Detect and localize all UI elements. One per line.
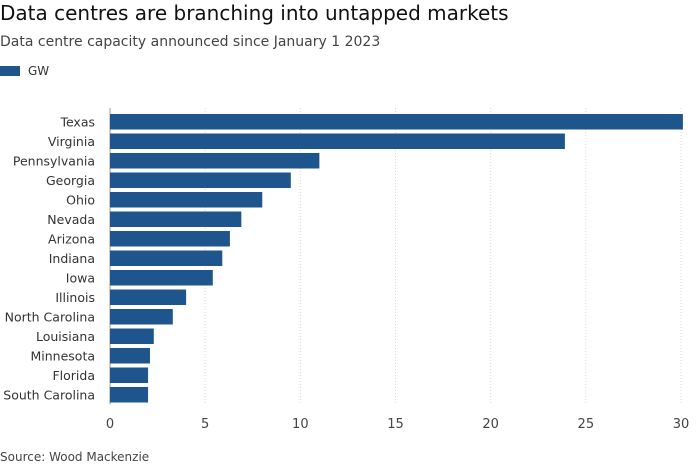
x-tick-label: 25 bbox=[578, 417, 595, 432]
category-label: Florida bbox=[52, 368, 95, 383]
bar bbox=[110, 114, 683, 130]
legend: GW bbox=[0, 64, 49, 78]
category-label: Indiana bbox=[49, 251, 95, 266]
category-label: Georgia bbox=[46, 173, 95, 188]
category-label: Texas bbox=[59, 114, 95, 129]
x-tick-label: 0 bbox=[106, 417, 114, 432]
category-label: Louisiana bbox=[36, 329, 95, 344]
category-label: Ohio bbox=[66, 192, 95, 207]
bar bbox=[110, 328, 154, 344]
x-tick-label: 20 bbox=[482, 417, 499, 432]
bar bbox=[110, 211, 242, 227]
chart-title: Data centres are branching into untapped… bbox=[0, 1, 509, 25]
bar bbox=[110, 309, 173, 325]
category-label: Arizona bbox=[48, 231, 95, 246]
bar bbox=[110, 231, 230, 247]
category-label: Minnesota bbox=[30, 348, 95, 363]
chart-subtitle: Data centre capacity announced since Jan… bbox=[0, 34, 381, 50]
bar bbox=[110, 133, 565, 149]
bar bbox=[110, 367, 149, 383]
bar bbox=[110, 348, 150, 364]
legend-label: GW bbox=[28, 64, 50, 78]
x-tick-label: 15 bbox=[387, 417, 404, 432]
category-label: Nevada bbox=[47, 212, 95, 227]
category-label: North Carolina bbox=[5, 309, 95, 324]
bar bbox=[110, 289, 187, 305]
bar bbox=[110, 153, 320, 169]
bar bbox=[110, 250, 223, 266]
x-tick-label: 30 bbox=[673, 417, 690, 432]
bar bbox=[110, 172, 291, 188]
category-label: Pennsylvania bbox=[13, 153, 95, 168]
legend-swatch bbox=[0, 66, 20, 76]
source-note: Source: Wood Mackenzie bbox=[0, 450, 150, 464]
category-label: Iowa bbox=[66, 270, 95, 285]
category-label: Virginia bbox=[48, 134, 95, 149]
x-tick-label: 5 bbox=[201, 417, 209, 432]
category-label: South Carolina bbox=[3, 387, 95, 402]
bar bbox=[110, 270, 213, 286]
x-tick-label: 10 bbox=[292, 417, 309, 432]
category-label: Illinois bbox=[55, 290, 95, 305]
bar bbox=[110, 192, 263, 208]
bar bbox=[110, 387, 149, 403]
